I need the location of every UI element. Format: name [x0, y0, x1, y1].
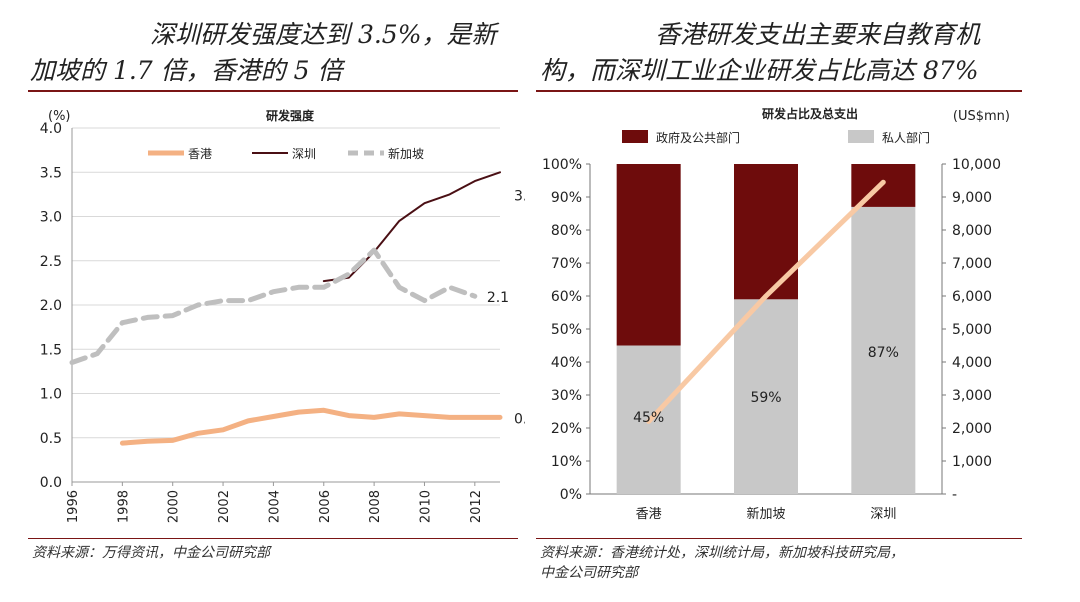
bc-y2-tick-label: 1,000: [952, 454, 992, 470]
bc-y2-tick-label: 7,000: [952, 256, 992, 272]
bc-y-tick-label: 10%: [551, 454, 582, 470]
left-source-rule: [28, 538, 518, 539]
bc-bar-private: [734, 299, 798, 494]
bc-y-tick-label: 80%: [551, 223, 582, 239]
lc-end-label: 0.7: [514, 411, 525, 427]
lc-end-label: 2.1: [487, 290, 509, 306]
bc-y-tick-label: 20%: [551, 421, 582, 437]
lc-y-tick-label: 1.0: [40, 387, 62, 403]
bc-legend-label: 私人部门: [882, 130, 930, 145]
bc-y2-tick-label: 4,000: [952, 355, 992, 371]
bc-bar-government: [616, 164, 681, 346]
left-heading-rule: [28, 90, 518, 92]
lc-end-labels: 0.7 3.5 2.1: [487, 188, 525, 427]
bc-category-label: 香港: [636, 507, 662, 522]
left-heading-line1: 深圳研发强度达到 3.5%，是新: [150, 20, 497, 49]
lc-x-tick-label: 2010: [418, 490, 433, 523]
lc-series-line: [119, 407, 503, 446]
bc-legend: 政府及公共部门 私人部门: [622, 130, 930, 145]
lc-legend-label: 新加坡: [388, 146, 424, 161]
bc-bar-label: 45%: [633, 410, 664, 426]
lc-y-tick-label: 2.0: [40, 298, 62, 314]
lc-x-tick-label: 2002: [217, 490, 232, 523]
bc-title: 研发占比及总支出: [762, 106, 858, 121]
bc-y-tick-label: 70%: [551, 256, 582, 272]
right-source-rule: [536, 538, 1022, 539]
bc-y2-unit: (US$mn): [953, 109, 1010, 124]
bc-category-label: 新加坡: [746, 506, 785, 522]
lc-series-group: [69, 171, 503, 446]
bc-legend-swatch: [622, 130, 648, 143]
right-source-line2: 中金公司研究部: [540, 565, 638, 581]
lc-y-tick-label: 0.5: [40, 431, 62, 447]
lc-x-tick-label: 2008: [368, 490, 383, 523]
lc-series-line: [69, 247, 478, 365]
right-heading-line1: 香港研发支出主要来自教育机: [655, 20, 981, 49]
rd-intensity-line-chart: 0.0 0.5 1.0 1.5 2.0 2.5 3.0 3.5 4.0 1996 1998 2000…: [40, 108, 525, 523]
bc-bar-label: 87%: [868, 345, 899, 361]
lc-legend: 香港 深圳 新加坡: [148, 146, 424, 161]
lc-y-tick-label: 4.0: [40, 121, 62, 137]
bc-y2-tick-label: 6,000: [952, 289, 992, 305]
lc-y-unit: (%): [48, 109, 71, 124]
lc-y-ticks: 0.0 0.5 1.0 1.5 2.0 2.5 3.0 3.5 4.0: [40, 121, 62, 491]
lc-legend-label: 深圳: [292, 147, 316, 161]
lc-end-label: 3.5: [514, 188, 525, 204]
bc-category-label: 深圳: [870, 507, 896, 522]
lc-y-tick-label: 1.5: [40, 342, 62, 358]
bc-y-tick-label: 60%: [551, 289, 582, 305]
left-source: 资料来源：万得资讯，中金公司研究部: [32, 545, 270, 561]
lc-x-tick-label: 1998: [116, 490, 131, 523]
lc-x-tick-label: 2004: [267, 490, 282, 523]
right-heading-rule: [536, 90, 1022, 92]
right-heading-line2: 构，而深圳工业企业研发占比高达 87%: [540, 56, 979, 85]
bc-y-tick-label: 50%: [551, 322, 582, 338]
bc-y2-ticks: - 1,000 2,000 3,000 4,000 5,000 6,000 7,000 8,00…: [590, 157, 1001, 503]
bc-legend-swatch: [848, 130, 874, 143]
lc-y-tick-label: 2.5: [40, 254, 62, 270]
bc-total-spend-line: [646, 179, 886, 424]
lc-x-tick-label: 2012: [469, 490, 484, 523]
bc-y2-tick-label: 8,000: [952, 223, 992, 239]
lc-y-tick-label: 3.5: [40, 165, 62, 181]
bc-legend-label: 政府及公共部门: [656, 130, 740, 145]
bc-bar-labels: 45% 59% 87%: [633, 345, 899, 426]
lc-y-tick-label: 0.0: [40, 475, 62, 491]
lc-grid: [71, 127, 500, 483]
bc-y2-tick-label: 3,000: [952, 388, 992, 404]
left-heading-line2: 加坡的 1.7 倍，香港的 5 倍: [30, 56, 343, 85]
rd-share-bar-chart: 研发占比及总支出 (US$mn) 政府及公共部门 私人部门 0% 10% 20% 30%…: [542, 106, 1010, 522]
lc-legend-label: 香港: [188, 147, 212, 161]
bc-y-ticks: 0% 10% 20% 30% 40% 50% 60% 70% 80% 90% 100%: [542, 157, 591, 503]
bc-y2-tick-label: 9,000: [952, 190, 992, 206]
right-source-line1: 资料来源：香港统计处，深圳统计局，新加坡科技研究局，: [540, 545, 904, 561]
lc-x-ticks: 1996 1998 2000 2002 2004 2006 2008 2010 2012: [66, 482, 484, 523]
bc-y-tick-label: 40%: [551, 355, 582, 371]
lc-x-tick-label: 1996: [66, 490, 81, 523]
bc-y2-tick-label: 5,000: [952, 322, 992, 338]
bc-y-tick-label: 90%: [551, 190, 582, 206]
lc-y-tick-label: 3.0: [40, 210, 62, 226]
lc-x-tick-label: 2000: [167, 490, 182, 523]
bc-y-tick-label: 100%: [542, 157, 582, 173]
bc-y2-tick-label: 2,000: [952, 421, 992, 437]
bc-y2-tick-label: -: [952, 487, 957, 503]
lc-series-line: [322, 171, 501, 283]
lc-x-tick-label: 2006: [318, 490, 333, 523]
bc-categories: 香港 新加坡 深圳: [636, 506, 897, 522]
bc-bar-label: 59%: [750, 390, 781, 406]
bc-total-line: [646, 179, 886, 424]
bc-bar-private: [851, 206, 916, 494]
bc-y-tick-label: 0%: [560, 487, 582, 503]
lc-title: 研发强度: [266, 108, 315, 123]
bc-bar-government: [734, 164, 798, 300]
bc-bars: [616, 164, 916, 494]
bc-y-tick-label: 30%: [551, 388, 582, 404]
bc-y2-tick-label: 10,000: [952, 157, 1001, 173]
